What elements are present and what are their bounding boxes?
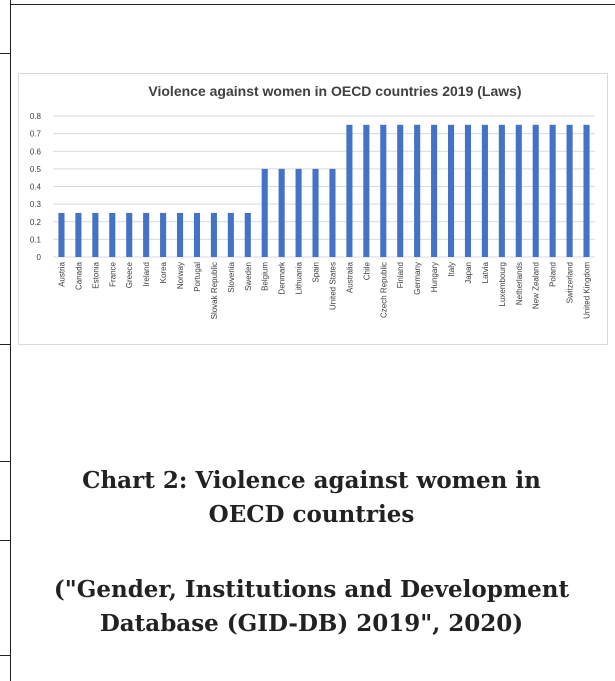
bar — [380, 124, 387, 257]
x-tick-label: Austria — [57, 261, 66, 286]
bar — [346, 124, 353, 257]
x-tick-label: Canada — [74, 261, 83, 290]
bar — [532, 124, 539, 257]
caption-source-line: Database (GID-DB) 2019", 2020) — [99, 610, 524, 637]
caption-source-line: ("Gender, Institutions and Development — [53, 576, 570, 603]
gridlines — [53, 115, 595, 258]
x-tick-label: Portugal — [193, 262, 202, 292]
x-tick-label: Czech Republic — [379, 262, 388, 318]
x-axis-tick-labels: Austria Canada Estonia France Greece Ireland K… — [57, 261, 591, 319]
y-tick-label: 0.3 — [30, 200, 42, 209]
x-tick-label: Greece — [125, 261, 134, 288]
bar — [481, 124, 488, 257]
x-tick-label: Korea — [159, 261, 168, 283]
x-tick-label: France — [108, 261, 117, 286]
x-tick-label: Slovak Republic — [210, 262, 219, 319]
bar — [498, 124, 505, 257]
bar — [583, 124, 590, 257]
bar — [566, 124, 573, 257]
bar — [244, 212, 251, 257]
bar — [210, 212, 217, 257]
x-tick-label: Poland — [549, 262, 558, 287]
x-tick-label: New Zealand — [532, 262, 541, 309]
x-tick-label: Slovenia — [227, 261, 236, 292]
x-tick-label: Australia — [345, 261, 354, 293]
y-axis-tick-labels: 0 0.1 0.2 0.3 0.4 0.5 0.6 0.7 0.8 — [30, 112, 42, 262]
page-border-left — [10, 0, 11, 681]
bar — [363, 124, 370, 257]
x-tick-label: Italy — [447, 262, 456, 277]
y-tick-label: 0.1 — [30, 235, 42, 244]
x-tick-label: United States — [328, 262, 337, 310]
y-tick-label: 0.8 — [30, 112, 42, 121]
bar — [312, 168, 319, 257]
bar — [447, 124, 455, 257]
bar — [75, 212, 82, 257]
bar — [397, 124, 404, 257]
x-tick-label: Lithuania — [295, 261, 304, 294]
x-tick-label: Switzerland — [566, 262, 575, 303]
bar — [109, 212, 116, 257]
x-tick-label: Belgium — [261, 262, 270, 291]
x-tick-label: Denmark — [278, 261, 287, 294]
x-tick-label: Spain — [312, 262, 321, 282]
x-tick-label: Germany — [413, 262, 422, 295]
y-tick-label: 0.5 — [30, 165, 42, 174]
bar — [464, 124, 472, 257]
bar — [176, 212, 184, 257]
x-tick-label: Finland — [396, 262, 405, 288]
margin-rule — [0, 655, 10, 656]
margin-rule — [0, 344, 10, 345]
y-tick-label: 0.7 — [30, 130, 42, 139]
bar — [58, 212, 65, 257]
bar — [329, 168, 336, 257]
bars — [58, 124, 590, 257]
bar — [549, 124, 556, 257]
x-tick-label: Netherlands — [515, 262, 524, 305]
y-tick-label: 0 — [37, 253, 42, 262]
margin-rule — [0, 461, 10, 462]
x-tick-label: Ireland — [142, 262, 151, 286]
bar — [261, 168, 268, 257]
bar — [193, 212, 201, 257]
chart-title: Violence against women in OECD countries… — [148, 83, 521, 99]
bar — [126, 212, 133, 257]
margin-rule — [0, 540, 10, 541]
caption-title-line: Chart 2: Violence against women in — [82, 467, 541, 494]
y-tick-label: 0.2 — [30, 218, 42, 227]
x-tick-label: Sweden — [244, 262, 253, 291]
x-tick-label: Luxembourg — [498, 262, 507, 306]
figure-source: ("Gender, Institutions and Development D… — [14, 573, 609, 641]
bar — [160, 212, 167, 257]
bar-chart: Violence against women in OECD countries… — [30, 83, 595, 319]
page-border-top — [10, 4, 615, 5]
margin-rule — [0, 53, 10, 54]
y-tick-label: 0.4 — [30, 183, 42, 192]
bar — [414, 124, 421, 257]
x-tick-label: United Kingdom — [583, 262, 592, 319]
bar — [278, 168, 285, 257]
x-tick-label: Latvia — [481, 261, 490, 283]
x-tick-label: Estonia — [91, 261, 100, 288]
x-tick-label: Norway — [176, 262, 185, 289]
bar — [431, 124, 438, 257]
bar — [92, 212, 99, 257]
bar — [515, 124, 522, 257]
x-tick-label: Chile — [362, 261, 371, 280]
caption-title-line: OECD countries — [208, 501, 415, 528]
bar — [143, 212, 150, 257]
y-tick-label: 0.6 — [30, 147, 42, 156]
figure-caption: Chart 2: Violence against women in OECD … — [14, 464, 609, 532]
x-tick-label: Japan — [464, 262, 473, 284]
chart-container: Violence against women in OECD countries… — [18, 73, 608, 345]
bar — [227, 212, 234, 257]
bar — [295, 168, 302, 257]
x-tick-label: Hungary — [430, 262, 439, 292]
